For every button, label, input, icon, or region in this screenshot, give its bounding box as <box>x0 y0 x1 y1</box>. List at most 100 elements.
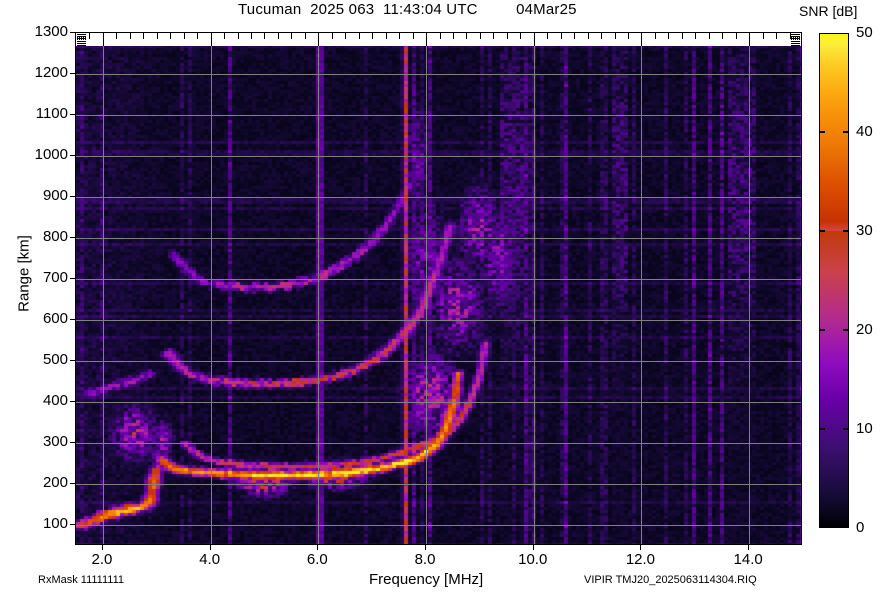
freq-tick-minor <box>628 33 629 39</box>
freq-tick-minor <box>130 33 131 39</box>
freq-tick-minor <box>776 33 777 39</box>
colorbar-tick-label: 0 <box>856 519 865 536</box>
freq-tick-minor <box>507 33 508 39</box>
x-tick-mark <box>425 545 427 550</box>
freq-tick-minor <box>615 33 616 39</box>
freq-tick-minor <box>722 33 723 39</box>
colorbar-tick-mark <box>843 230 849 232</box>
colorbar-title: SNR [dB] <box>799 3 858 19</box>
freq-tick-minor <box>493 33 494 39</box>
ionogram-heatmap-canvas <box>76 33 801 544</box>
freq-tick-minor <box>251 33 252 39</box>
colorbar-tick-mark <box>843 131 849 133</box>
freq-tick-minor <box>278 33 279 39</box>
freq-tick-minor <box>588 33 589 39</box>
freq-tick-minor <box>345 33 346 39</box>
x-axis-label: Frequency [MHz] <box>369 571 484 588</box>
x-tick-label: 8.0 <box>414 551 436 568</box>
frequency-tick-strip <box>75 32 802 46</box>
x-tick-mark <box>748 545 750 550</box>
y-tick-label: 1100 <box>35 105 68 123</box>
y-tick-mark <box>70 483 75 485</box>
colorbar-tick-mark <box>843 329 849 331</box>
gridline-vertical <box>211 33 212 544</box>
freq-tick-minor <box>801 37 802 40</box>
freq-tick-major <box>211 33 212 46</box>
y-tick-mark <box>70 278 75 280</box>
freq-tick-major <box>426 33 427 46</box>
gridline-horizontal <box>76 74 801 75</box>
freq-tick-minor <box>116 33 117 39</box>
ionogram-plot[interactable] <box>75 32 802 545</box>
gridline-horizontal <box>76 197 801 198</box>
freq-tick-minor <box>736 33 737 39</box>
y-tick-mark <box>70 442 75 444</box>
gridline-horizontal <box>76 279 801 280</box>
x-tick-label: 12.0 <box>625 551 656 568</box>
source-file-label: VIPIR TMJ20_2025063114304.RIQ <box>584 574 757 586</box>
colorbar-tick-mark <box>819 230 825 232</box>
freq-tick-minor <box>399 33 400 39</box>
freq-tick-comb <box>791 40 800 42</box>
freq-tick-comb <box>791 45 800 46</box>
freq-tick-minor <box>668 33 669 39</box>
y-tick-mark <box>70 360 75 362</box>
freq-tick-comb <box>77 42 86 44</box>
y-tick-label: 600 <box>42 310 68 328</box>
freq-tick-comb <box>791 42 800 44</box>
gridline-horizontal <box>76 320 801 321</box>
colorbar-tick-label: 40 <box>856 123 873 140</box>
gridline-vertical <box>318 33 319 544</box>
page-title: Tucuman 2025 063 11:43:04 UTC 04Mar25 <box>238 1 577 18</box>
x-tick-label: 10.0 <box>518 551 548 568</box>
x-tick-mark <box>317 545 319 550</box>
freq-tick-major <box>103 33 104 46</box>
y-tick-label: 1000 <box>34 146 68 164</box>
x-tick-label: 6.0 <box>306 551 328 568</box>
colorbar-tick-label: 20 <box>856 321 873 338</box>
x-tick-label: 14.0 <box>733 551 763 568</box>
freq-tick-minor <box>695 33 696 39</box>
y-tick-label: 800 <box>42 228 68 246</box>
y-tick-mark <box>70 114 75 116</box>
freq-tick-comb <box>791 38 800 40</box>
y-tick-mark <box>70 401 75 403</box>
freq-tick-major <box>534 33 535 46</box>
freq-tick-minor <box>238 33 239 39</box>
freq-tick-minor <box>547 33 548 39</box>
gridline-vertical <box>534 33 535 544</box>
freq-tick-minor <box>291 33 292 39</box>
colorbar-tick-mark <box>819 131 825 133</box>
freq-tick-minor <box>264 33 265 39</box>
gridline-horizontal <box>76 115 801 116</box>
freq-tick-comb <box>791 34 800 35</box>
y-tick-mark <box>70 32 75 33</box>
freq-tick-minor <box>790 33 791 39</box>
gridline-vertical <box>426 33 427 544</box>
y-tick-label: 1300 <box>34 23 68 40</box>
gridline-vertical <box>749 33 750 544</box>
y-tick-label: 300 <box>42 433 68 451</box>
gridline-horizontal <box>76 443 801 444</box>
rxmask-label: RxMask 11111111 <box>38 574 125 586</box>
freq-tick-minor <box>89 33 90 39</box>
x-tick-mark <box>209 545 211 550</box>
x-tick-mark <box>101 545 103 550</box>
freq-tick-minor <box>682 33 683 39</box>
freq-tick-minor <box>601 33 602 39</box>
y-tick-mark <box>70 237 75 239</box>
freq-tick-minor <box>305 33 306 39</box>
y-tick-label: 400 <box>42 392 68 410</box>
freq-tick-comb <box>77 40 86 42</box>
freq-tick-minor <box>143 33 144 39</box>
freq-tick-comb <box>77 38 86 40</box>
colorbar-tick-mark <box>843 428 849 430</box>
y-tick-label: 200 <box>42 474 68 492</box>
gridline-horizontal <box>76 361 801 362</box>
freq-tick-minor <box>574 33 575 39</box>
x-tick-label: 2.0 <box>91 551 113 568</box>
freq-tick-minor <box>386 33 387 39</box>
x-tick-label: 4.0 <box>199 551 221 568</box>
freq-tick-minor <box>520 33 521 39</box>
freq-tick-comb <box>77 45 86 46</box>
